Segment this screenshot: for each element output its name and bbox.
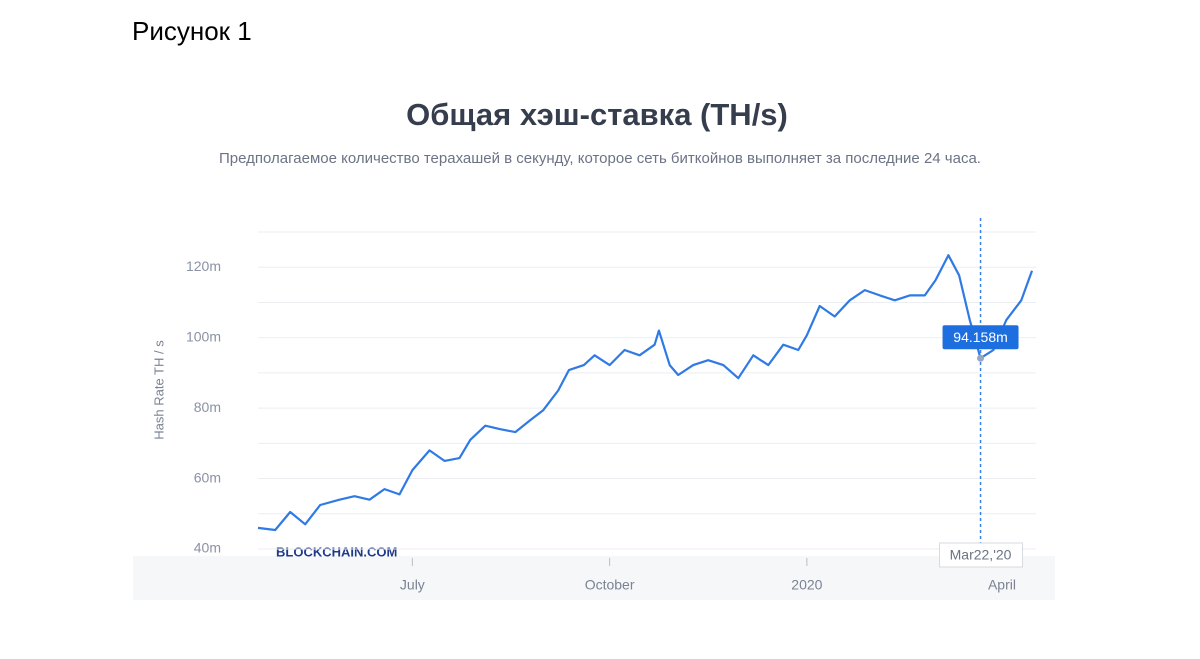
tooltip-date: Mar22,'20 [950,547,1012,563]
y-axis-label: Hash Rate TH / s [151,340,166,440]
y-tick-label: 60m [194,469,221,485]
tooltip-date-box [939,542,1024,568]
figure-caption: Рисунок 1 [132,16,252,46]
y-tick-label: 80m [194,399,221,415]
x-axis-band [133,556,1055,600]
x-tick-label: July [400,577,425,593]
watermark: BLOCKCHAIN.COM [276,544,397,559]
tooltip-value: 94.158m [953,329,1007,345]
tooltip-box [942,325,1019,350]
x-tick-label: October [585,577,635,593]
y-tick-label: 120m [186,258,221,274]
y-tick-label: 40m [194,540,221,556]
x-tick-label: 2020 [791,577,822,593]
data-line [257,254,1034,532]
chart-subtitle: Предполагаемое количество терахашей в се… [219,150,981,167]
y-tick-label: 100m [186,328,221,344]
hover-point [977,354,985,362]
x-tick-label: April [988,577,1016,593]
chart-title: Общая хэш-ставка (TH/s) [406,97,788,132]
